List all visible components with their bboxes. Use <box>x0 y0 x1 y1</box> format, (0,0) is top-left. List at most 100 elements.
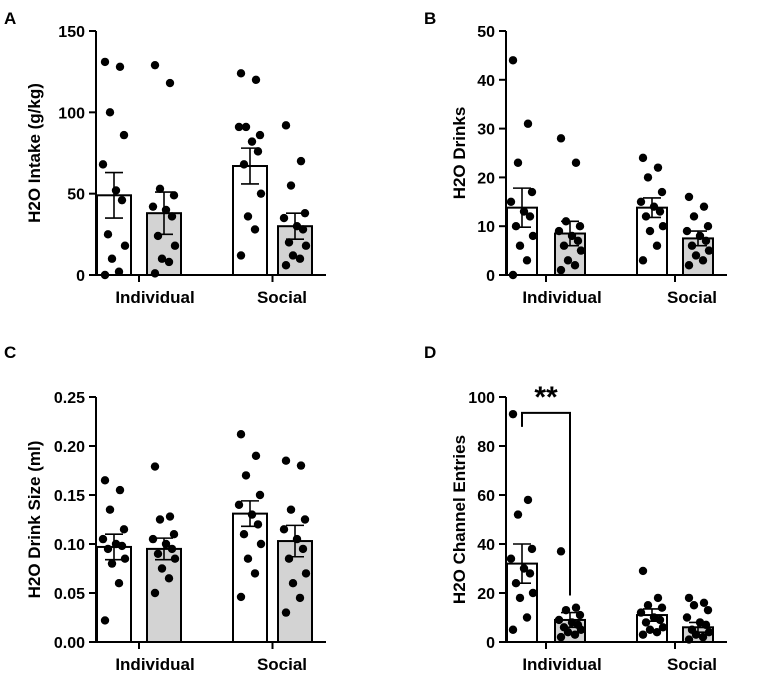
y-tick-label: 0 <box>76 268 85 285</box>
data-point <box>120 241 130 250</box>
data-point <box>701 236 711 246</box>
data-point <box>100 270 110 280</box>
data-point <box>689 212 699 221</box>
y-axis-label: H2O Intake (g/kg) <box>25 83 44 223</box>
data-point <box>155 184 165 193</box>
data-point <box>528 231 538 241</box>
data-point <box>107 254 117 263</box>
data-point <box>703 222 713 231</box>
data-point <box>300 515 310 524</box>
data-point <box>559 241 569 250</box>
data-point <box>525 569 535 578</box>
data-point <box>284 238 294 247</box>
data-point <box>295 593 305 603</box>
data-point <box>567 231 577 241</box>
data-point <box>699 202 709 211</box>
data-point <box>117 541 127 551</box>
data-point <box>148 202 158 211</box>
data-point <box>253 147 263 156</box>
data-point <box>554 615 564 625</box>
data-point <box>251 75 261 85</box>
data-point <box>684 635 694 644</box>
data-point <box>687 241 697 250</box>
data-point <box>655 615 665 625</box>
data-point <box>105 505 115 514</box>
y-axis-label: H2O Drinks <box>450 107 469 200</box>
y-axis-label: H2O Channel Entries <box>450 435 469 604</box>
data-point <box>100 57 110 67</box>
y-tick-label: 30 <box>477 122 495 139</box>
data-point <box>298 544 308 554</box>
data-point <box>157 564 167 573</box>
data-point <box>119 130 129 140</box>
y-tick-label: 100 <box>58 105 85 122</box>
data-point <box>115 62 125 71</box>
data-point <box>165 512 175 521</box>
data-point <box>301 241 311 250</box>
data-point <box>157 254 167 263</box>
data-point <box>236 69 246 78</box>
data-point <box>279 213 289 223</box>
panel-letter: A <box>4 9 16 28</box>
data-point <box>150 60 160 70</box>
data-point <box>288 579 298 588</box>
data-point <box>161 539 171 549</box>
data-point <box>236 592 246 602</box>
data-point <box>515 593 525 603</box>
data-point <box>161 205 171 215</box>
data-point <box>563 256 573 265</box>
y-tick-label: 60 <box>477 488 495 505</box>
data-point <box>115 485 125 495</box>
data-point <box>281 261 291 270</box>
data-point <box>301 569 311 578</box>
data-point <box>105 108 115 117</box>
y-tick-label: 0.20 <box>54 439 85 456</box>
data-point <box>284 554 294 563</box>
data-point <box>103 544 113 554</box>
data-point <box>638 630 648 639</box>
data-point <box>684 593 694 603</box>
data-point <box>575 610 585 620</box>
category-label: Individual <box>115 288 194 307</box>
data-point <box>658 222 668 231</box>
data-point <box>653 163 663 172</box>
y-tick-label: 0.10 <box>54 537 85 554</box>
data-point <box>556 632 566 642</box>
data-point <box>286 505 296 514</box>
data-point <box>513 158 523 167</box>
data-point <box>253 520 263 529</box>
data-point <box>704 246 714 255</box>
data-point <box>107 559 117 568</box>
data-point <box>239 530 249 539</box>
panel-c: C 0.00 0.05 0.10 0.15 0.20 0.25 H2O Drink Size … <box>4 343 326 674</box>
data-point <box>150 269 160 278</box>
y-tick-label: 0 <box>486 268 495 285</box>
data-point <box>250 569 260 578</box>
data-point <box>691 630 701 639</box>
data-point <box>527 187 537 197</box>
y-tick-label: 40 <box>477 537 495 554</box>
data-point <box>649 202 659 211</box>
y-tick-label: 50 <box>67 187 85 204</box>
data-point <box>638 153 648 163</box>
data-point <box>561 605 571 615</box>
panel-letter: D <box>424 343 436 362</box>
data-point <box>682 226 692 236</box>
data-point <box>571 158 581 167</box>
data-point <box>236 251 246 260</box>
data-point <box>556 134 566 143</box>
data-point <box>153 231 163 241</box>
data-point <box>292 534 302 544</box>
data-point <box>684 261 694 270</box>
y-tick-label: 150 <box>58 24 85 41</box>
data-point <box>519 207 529 216</box>
data-point <box>657 603 667 612</box>
category-label: Social <box>667 655 717 674</box>
panel-letter: B <box>424 9 436 28</box>
data-point <box>655 207 665 216</box>
data-point <box>165 78 175 88</box>
data-point <box>296 461 306 470</box>
data-point <box>120 554 130 563</box>
